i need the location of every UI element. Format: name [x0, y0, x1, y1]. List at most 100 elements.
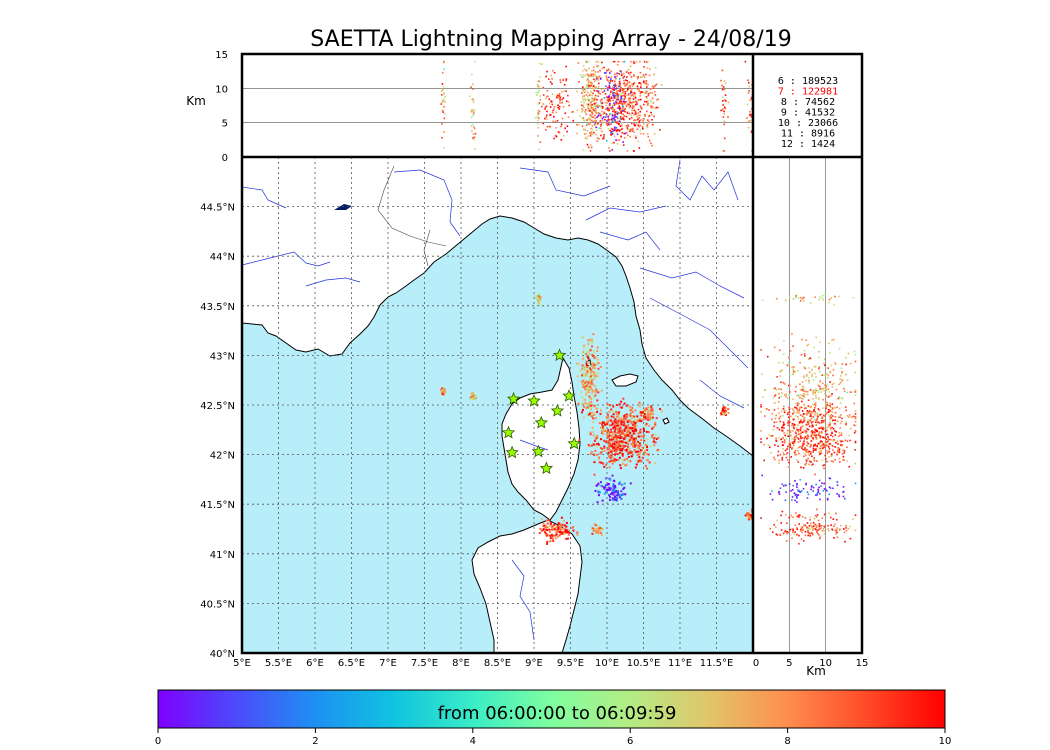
lightning-source-lat-alt — [786, 522, 788, 525]
lightning-source — [652, 439, 655, 442]
lightning-source-lat-alt — [830, 439, 832, 441]
lightning-source-lat-alt — [803, 355, 806, 357]
lightning-source — [613, 423, 616, 426]
lightning-source-alt-lon — [649, 68, 651, 71]
lightning-source — [589, 403, 592, 406]
lightning-source-alt-lon — [619, 109, 622, 112]
lightning-source-lat-alt — [800, 296, 802, 299]
lightning-source — [619, 464, 622, 467]
lightning-source-lat-alt — [784, 449, 787, 452]
lightning-source — [565, 525, 568, 528]
lightning-source-lat-alt — [831, 411, 834, 413]
lightning-source-lat-alt — [792, 409, 795, 411]
lightning-source-lat-alt — [773, 395, 776, 397]
lightning-source — [628, 430, 631, 433]
lightning-source — [634, 422, 637, 425]
lightning-source-lat-alt — [814, 365, 817, 368]
lightning-source-alt-lon — [538, 102, 541, 104]
lightning-source-alt-lon — [636, 115, 638, 118]
lightning-source-lat-alt — [823, 488, 826, 490]
lightning-source-lat-alt — [834, 434, 837, 436]
lightning-source-lat-alt — [846, 440, 849, 442]
lightning-source-lat-alt — [779, 487, 782, 490]
lightning-source-lat-alt — [823, 374, 825, 377]
lightning-source-alt-lon — [593, 85, 596, 87]
lightning-source — [585, 360, 588, 363]
lightning-source-alt-lon — [595, 129, 598, 132]
lightning-source — [592, 414, 595, 417]
lightning-source — [651, 427, 654, 430]
lightning-source — [630, 443, 633, 446]
lightning-source-lat-alt — [796, 494, 799, 496]
lightning-source — [589, 411, 592, 414]
lightning-source-lat-alt — [818, 442, 821, 445]
lightning-source-lat-alt — [772, 428, 775, 431]
lightning-source-lat-alt — [788, 406, 790, 409]
lightning-source-alt-lon — [617, 93, 620, 95]
lightning-source-alt-lon — [548, 98, 551, 100]
lightning-source — [564, 528, 567, 531]
lightning-source-lat-alt — [782, 408, 785, 410]
lightning-source — [551, 536, 554, 539]
lightning-source-alt-lon — [618, 85, 620, 88]
lightning-source — [581, 364, 584, 367]
lightning-source-alt-lon — [587, 104, 589, 107]
lightning-source-alt-lon — [441, 136, 443, 139]
lightning-source-lat-alt — [805, 462, 807, 465]
lightning-source — [607, 446, 610, 449]
lightning-source-alt-lon — [639, 132, 642, 135]
lightning-source — [613, 442, 616, 445]
lightning-source-alt-lon — [613, 80, 616, 83]
lightning-source — [610, 415, 613, 418]
lightning-source-lat-alt — [853, 391, 856, 393]
lightning-source-lat-alt — [803, 416, 805, 418]
lightning-source-alt-lon — [594, 109, 597, 112]
station-star-icon — [567, 436, 581, 450]
lightning-source — [546, 526, 549, 529]
lightning-source-lat-alt — [848, 434, 850, 437]
lightning-source-alt-lon — [620, 111, 622, 114]
lightning-source — [608, 486, 611, 489]
lightning-source-alt-lon — [638, 82, 641, 84]
lightning-source-lat-alt — [771, 412, 774, 415]
top-y-axis-label: Km — [186, 94, 206, 108]
right-x-tick: 5 — [786, 658, 792, 669]
lightning-source — [599, 365, 602, 368]
lightning-source — [600, 427, 603, 430]
lightning-source — [651, 416, 654, 419]
lightning-source — [595, 453, 598, 456]
lightning-source-alt-lon — [610, 123, 612, 125]
lightning-source-alt-lon — [654, 90, 656, 93]
lightning-source-alt-lon — [620, 135, 622, 138]
lightning-source-lat-alt — [832, 374, 834, 377]
lightning-source-lat-alt — [842, 486, 845, 488]
lightning-source-alt-lon — [560, 123, 563, 126]
lightning-source-lat-alt — [790, 489, 792, 492]
lightning-source-alt-lon — [620, 124, 623, 127]
lightning-source-alt-lon — [606, 79, 609, 81]
lightning-source-lat-alt — [812, 486, 815, 489]
lightning-source-lat-alt — [812, 437, 814, 440]
station-star-icon — [501, 425, 516, 439]
lightning-source-lat-alt — [845, 423, 847, 425]
lightning-source-lat-alt — [783, 423, 785, 425]
lightning-source-alt-lon — [567, 116, 570, 119]
lightning-source-lat-alt — [820, 452, 823, 455]
lightning-source-alt-lon — [589, 118, 591, 121]
lightning-source-alt-lon — [553, 108, 555, 110]
lightning-source-alt-lon — [618, 107, 620, 110]
lightning-source-lat-alt — [794, 524, 797, 527]
lightning-source-lat-alt — [786, 531, 788, 534]
lightning-source-lat-alt — [821, 482, 823, 484]
lightning-source-lat-alt — [844, 424, 847, 426]
lightning-source-alt-lon — [660, 84, 663, 86]
lightning-source — [627, 424, 630, 427]
lightning-source-alt-lon — [606, 96, 608, 98]
lightning-source-alt-lon — [537, 126, 540, 129]
lightning-source — [611, 462, 614, 465]
lightning-source-lat-alt — [800, 426, 802, 429]
lightning-source-alt-lon — [601, 91, 604, 94]
lightning-source — [602, 433, 605, 436]
lightning-source-lat-alt — [809, 522, 812, 525]
lightning-source-alt-lon — [609, 119, 611, 121]
